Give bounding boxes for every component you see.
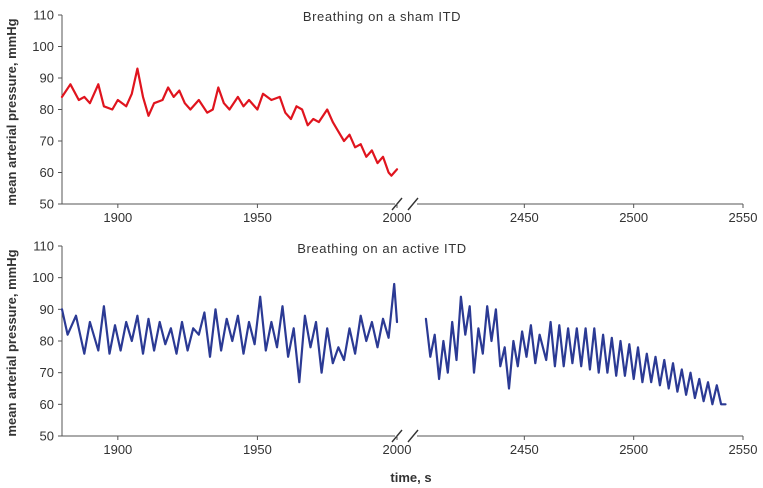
- bottom-chart-title: Breathing on an active ITD: [297, 241, 467, 256]
- x-axis-label: time, s: [390, 470, 431, 485]
- y-tick-label: 110: [33, 8, 54, 23]
- axis-break-mark: [407, 429, 419, 443]
- y-tick-label: 70: [40, 134, 54, 149]
- x-tick-label: 2550: [729, 210, 758, 225]
- pressure-series-line: [424, 295, 727, 406]
- axis-break-mark: [407, 197, 419, 211]
- x-tick-label: 2500: [619, 210, 648, 225]
- x-tick-label: 1950: [243, 210, 272, 225]
- y-tick-label: 50: [40, 197, 54, 212]
- bottom-y-axis-label: mean arterial pressure, mmHg: [4, 249, 19, 436]
- bottom-chart: 50 60 70 80 90 100 110 1900 1950 2000 2450 2500 2550: [32, 239, 757, 458]
- y-tick-label: 90: [40, 71, 54, 86]
- x-tick-label: 2000: [383, 210, 412, 225]
- x-tick-label: 1950: [243, 442, 272, 457]
- y-tick-label: 110: [33, 239, 54, 254]
- y-tick-label: 90: [40, 302, 54, 317]
- x-tick-label: 2450: [510, 210, 539, 225]
- x-tick-label: 2500: [619, 442, 648, 457]
- pressure-series-line: [60, 67, 399, 177]
- x-tick-label: 1900: [103, 442, 132, 457]
- y-tick-label: 60: [40, 165, 54, 180]
- x-tick-label: 1900: [103, 210, 132, 225]
- x-tick-label: 2000: [383, 442, 412, 457]
- top-y-axis-label: mean arterial pressure, mmHg: [4, 18, 19, 205]
- pressure-series-line: [60, 282, 399, 384]
- y-tick-label: 100: [32, 39, 54, 54]
- y-tick-label: 80: [40, 334, 54, 349]
- y-tick-label: 60: [40, 397, 54, 412]
- y-tick-label: 50: [40, 429, 54, 444]
- y-tick-label: 100: [32, 270, 54, 285]
- x-tick-label: 2450: [510, 442, 539, 457]
- y-tick-label: 70: [40, 365, 54, 380]
- top-chart-title: Breathing on a sham ITD: [303, 9, 461, 24]
- top-chart: 50 60 70 80 90 100 110 1900 1950 2000 2450 2500 2550: [32, 8, 757, 226]
- y-tick-label: 80: [40, 102, 54, 117]
- x-tick-label: 2550: [729, 442, 758, 457]
